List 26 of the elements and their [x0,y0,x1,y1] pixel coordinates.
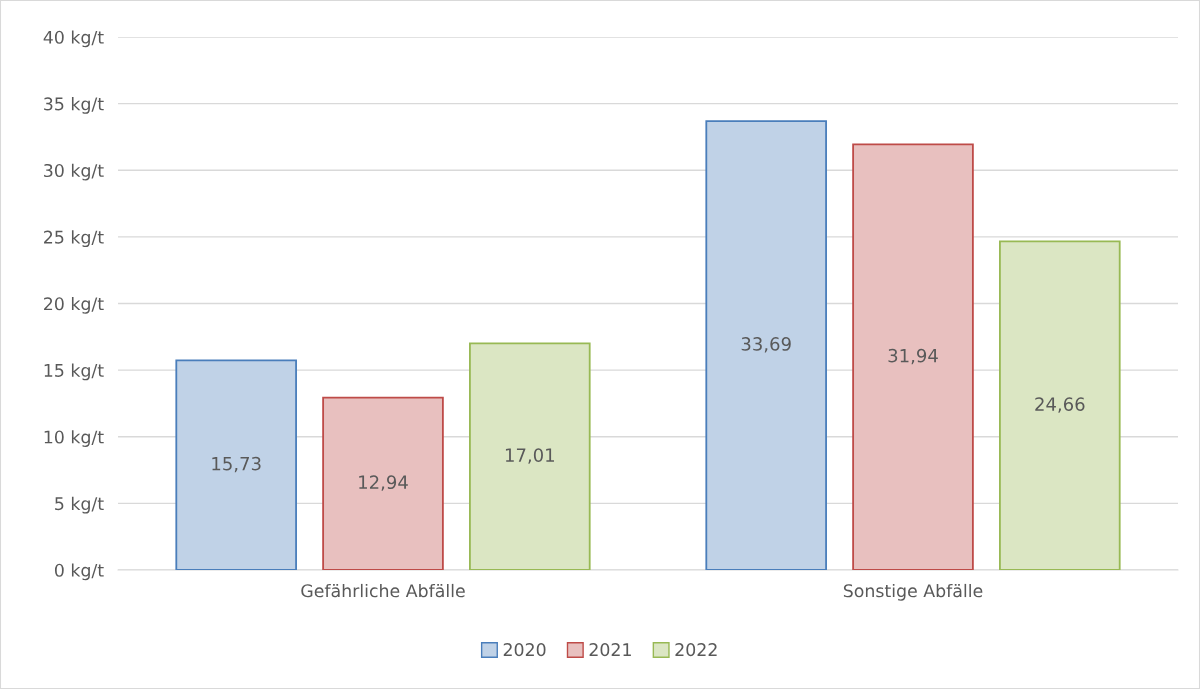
y-tick-label: 10 kg/t [44,430,104,447]
data-label: 17,01 [505,448,554,464]
bar [322,396,444,570]
y-tick-label: 15 kg/t [44,363,104,381]
bar [469,342,591,570]
x-tick-label: Sonstige Abfälle [843,583,983,601]
data-label: 15,73 [212,456,261,473]
y-tick-label: 30 kg/t [44,163,104,181]
data-label: 24,66 [1035,397,1085,413]
bar [175,359,297,570]
legend-label: 2020 [503,643,546,657]
bar [999,240,1121,570]
x-tick-label: Gefährliche Abfälle [301,583,465,598]
y-tick-label: 0 kg/t [54,563,104,581]
bar [852,143,974,570]
legend-label: 2021 [589,643,631,657]
data-label: 31,94 [888,348,938,365]
legend-label: 2022 [675,643,717,657]
data-label: 33,69 [741,337,791,353]
bar [705,120,827,570]
data-label: 12,94 [359,475,408,491]
y-tick-label: 20 kg/t [44,296,104,314]
y-tick-label: 5 kg/t [55,496,104,514]
y-tick-label: 35 kg/t [44,97,104,114]
y-tick-label: 40 kg/t [43,30,104,48]
y-tick-label: 25 kg/t [44,230,104,248]
